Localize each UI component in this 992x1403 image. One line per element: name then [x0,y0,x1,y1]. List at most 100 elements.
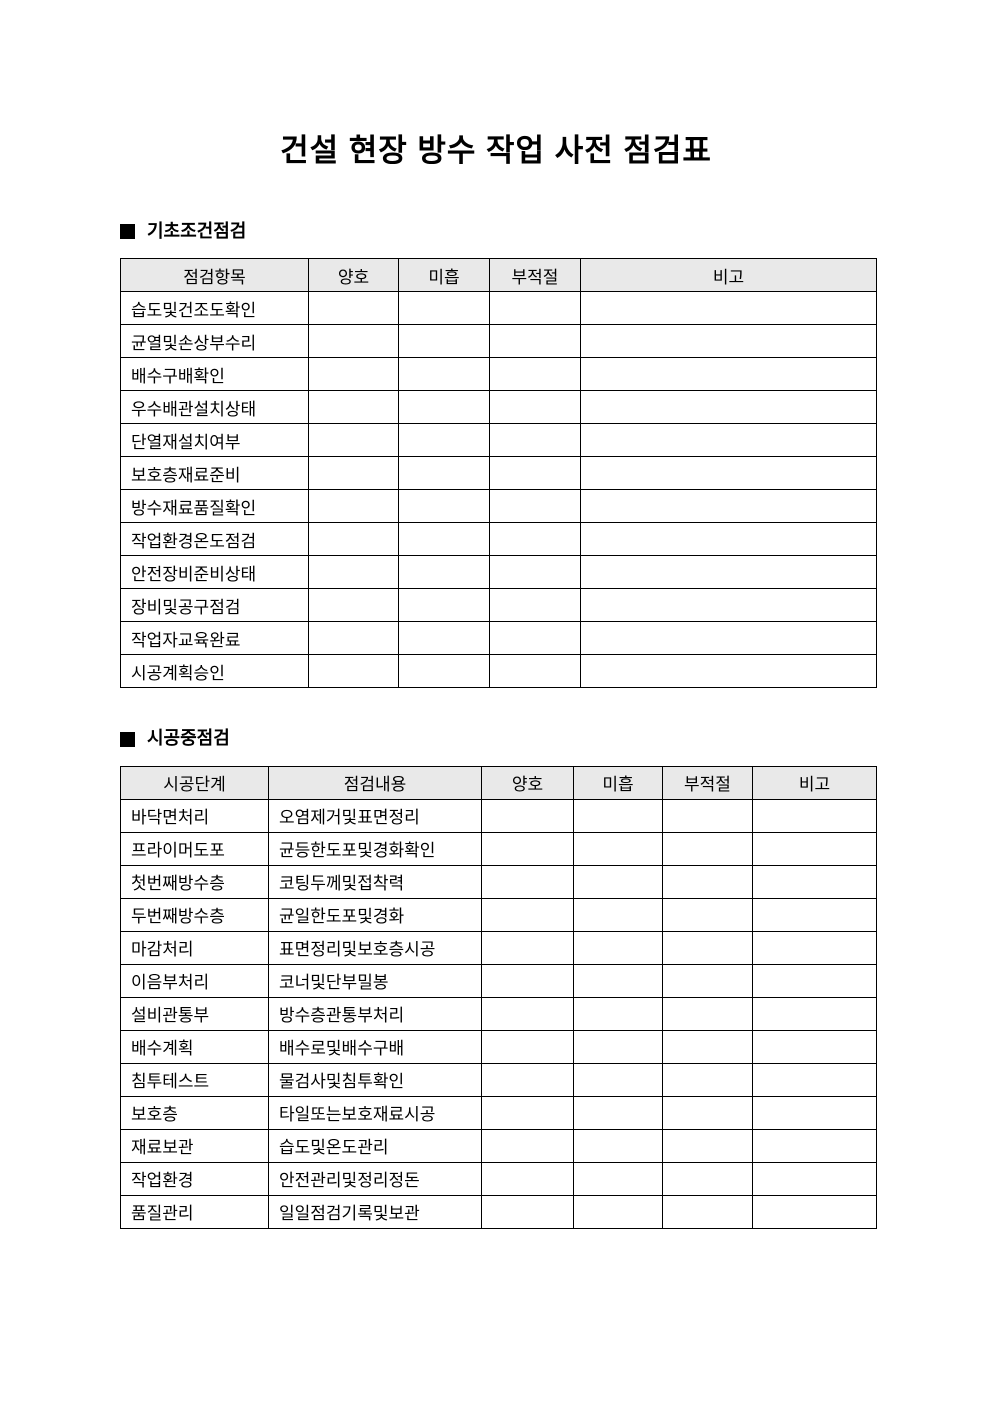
square-bullet-icon [120,223,135,239]
mark-cell [481,831,574,866]
mark-cell [398,522,490,557]
mark-cell [489,291,581,326]
document-title: 건설 현장 방수 작업 사전 점검표 [280,133,712,168]
mark-cell [580,456,877,491]
mark-cell [662,1029,753,1064]
section-during-construction: 시공중점검 시공단계 점검내용 양호 미흡 부적절 비고 바닥면처리 오염제거및표… [0,728,992,1229]
table-row: 방수재료품질확인 [120,489,877,524]
section-heading-text: 기초조건점검 [147,220,247,241]
mark-cell [308,456,399,491]
table-row: 단열재설치여부 [120,423,877,458]
mark-cell [573,831,663,866]
column-header-content: 점검내용 [268,765,482,800]
item-cell: 습도및건조도확인 [120,291,309,326]
stage-cell: 첫번째방수층 [120,864,269,899]
stage-cell: 재료보관 [120,1128,269,1163]
mark-cell [308,357,399,392]
stage-cell: 품질관리 [120,1194,269,1229]
item-cell: 단열재설치여부 [120,423,309,458]
mark-cell [398,588,490,623]
mark-cell [489,588,581,623]
content-cell: 안전관리및정리정돈 [268,1161,482,1196]
content-cell: 코팅두께및접착력 [268,864,482,899]
section-precheck: 기초조건점검 점검항목 양호 미흡 부적절 비고 습도및건조도확인 균열및손상부수… [0,221,992,689]
item-cell: 방수재료품질확인 [120,489,309,524]
stage-cell: 보호층 [120,1095,269,1130]
content-cell: 표면정리및보호층시공 [268,930,482,965]
mark-cell [398,489,490,524]
mark-cell [489,621,581,656]
item-cell: 장비및공구점검 [120,588,309,623]
item-cell: 보호층재료준비 [120,456,309,491]
mark-cell [752,1062,877,1097]
item-cell: 작업환경온도점검 [120,522,309,557]
mark-cell [752,864,877,899]
mark-cell [662,1194,753,1229]
content-cell: 오염제거및표면정리 [268,798,482,833]
column-header-good: 양호 [481,765,574,800]
mark-cell [662,1062,753,1097]
mark-cell [573,1029,663,1064]
mark-cell [481,798,574,833]
stage-cell: 침투테스트 [120,1062,269,1097]
stage-cell: 배수계획 [120,1029,269,1064]
table-row: 침투테스트 물검사및침투확인 [120,1062,877,1097]
mark-cell [398,291,490,326]
mark-cell [489,390,581,425]
content-cell: 물검사및침투확인 [268,1062,482,1097]
mark-cell [662,930,753,965]
mark-cell [752,1194,877,1229]
column-header-insufficient: 미흡 [573,765,663,800]
mark-cell [580,654,877,689]
table-row: 재료보관 습도및온도관리 [120,1128,877,1163]
stage-cell: 마감처리 [120,930,269,965]
item-cell: 균열및손상부수리 [120,324,309,359]
content-cell: 균일한도포및경화 [268,897,482,932]
mark-cell [398,621,490,656]
column-header-inappropriate: 부적절 [662,765,753,800]
table-row: 이음부처리 코너및단부밀봉 [120,963,877,998]
mark-cell [580,423,877,458]
mark-cell [481,1029,574,1064]
mark-cell [308,522,399,557]
content-cell: 균등한도포및경화확인 [268,831,482,866]
section-during-heading: 시공중점검 [120,728,992,750]
mark-cell [662,1128,753,1163]
mark-cell [573,1128,663,1163]
mark-cell [481,930,574,965]
mark-cell [580,390,877,425]
stage-cell: 작업환경 [120,1161,269,1196]
mark-cell [662,798,753,833]
item-cell: 우수배관설치상태 [120,390,309,425]
mark-cell [398,390,490,425]
mark-cell [489,522,581,557]
mark-cell [481,864,574,899]
content-cell: 코너및단부밀봉 [268,963,482,998]
table-row: 프라이머도포 균등한도포및경화확인 [120,831,877,866]
mark-cell [481,996,574,1031]
mark-cell [752,1161,877,1196]
table-row: 설비관통부 방수층관통부처리 [120,996,877,1031]
mark-cell [573,1194,663,1229]
column-header-remarks: 비고 [580,258,877,293]
content-cell: 방수층관통부처리 [268,996,482,1031]
stage-cell: 이음부처리 [120,963,269,998]
mark-cell [752,831,877,866]
mark-cell [481,1128,574,1163]
section-precheck-heading: 기초조건점검 [120,221,992,243]
mark-cell [398,324,490,359]
mark-cell [308,654,399,689]
mark-cell [481,897,574,932]
column-header-stage: 시공단계 [120,765,269,800]
table-row: 배수계획 배수로및배수구배 [120,1029,877,1064]
section-heading-text: 시공중점검 [147,728,230,749]
mark-cell [398,357,490,392]
mark-cell [573,864,663,899]
mark-cell [481,1161,574,1196]
mark-cell [662,996,753,1031]
column-header-item: 점검항목 [120,258,309,293]
column-header-insufficient: 미흡 [398,258,490,293]
mark-cell [573,798,663,833]
table-row: 첫번째방수층 코팅두께및접착력 [120,864,877,899]
